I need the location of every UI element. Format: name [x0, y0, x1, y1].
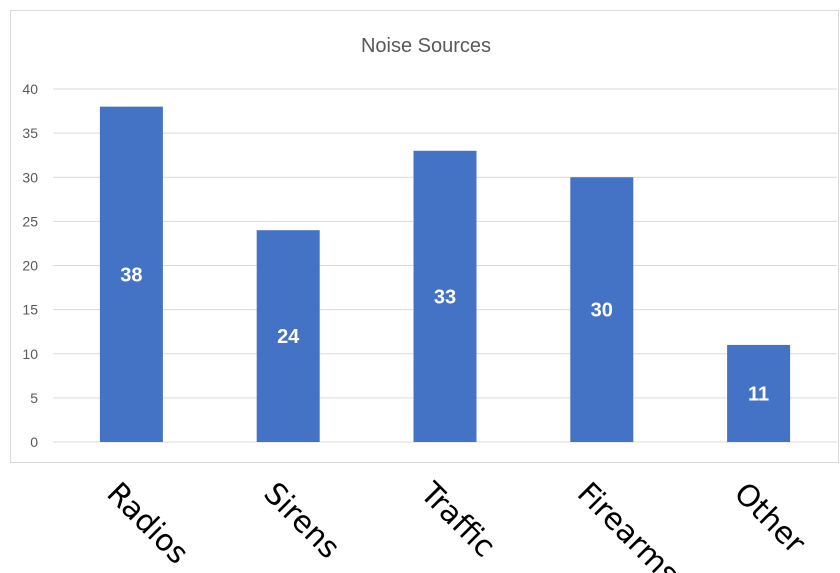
bar-firearms — [570, 177, 634, 442]
y-tick-label-30: 30 — [22, 169, 38, 185]
y-tick-label-10: 10 — [22, 346, 38, 362]
bars — [99, 106, 791, 443]
y-tick-label-20: 20 — [22, 258, 38, 274]
y-tick-label-40: 40 — [22, 81, 38, 97]
y-tick-label-35: 35 — [22, 125, 38, 141]
bar-sirens — [256, 230, 320, 442]
y-tick-label-0: 0 — [30, 434, 38, 450]
data-label-traffic: 33 — [434, 286, 456, 308]
x-tick-label-other: Other — [727, 476, 812, 561]
x-tick-label-sirens: Sirens — [257, 476, 347, 566]
data-label-sirens: 24 — [277, 326, 300, 348]
data-label-other: 11 — [748, 383, 769, 405]
x-tick-label-firearms: Firearms — [570, 476, 686, 573]
x-tick-label-radios: Radios — [100, 476, 195, 571]
x-tick-label-traffic: Traffic — [413, 475, 502, 564]
y-tick-label-15: 15 — [22, 302, 38, 318]
data-labels: 38 24 33 30 11 — [120, 264, 769, 405]
bar-other — [727, 344, 791, 442]
chart-title: Noise Sources — [361, 35, 491, 57]
data-label-radios: 38 — [120, 264, 142, 286]
y-tick-label-25: 25 — [22, 213, 38, 229]
y-axis-tick-labels: 0 5 10 15 20 25 30 35 40 — [22, 81, 38, 450]
data-label-firearms: 30 — [591, 300, 613, 322]
bar-radios — [99, 106, 163, 443]
x-axis-tick-labels: Radios Sirens Traffic Firearms Other — [100, 475, 813, 573]
bar-traffic — [413, 150, 477, 442]
y-tick-label-5: 5 — [30, 390, 38, 406]
